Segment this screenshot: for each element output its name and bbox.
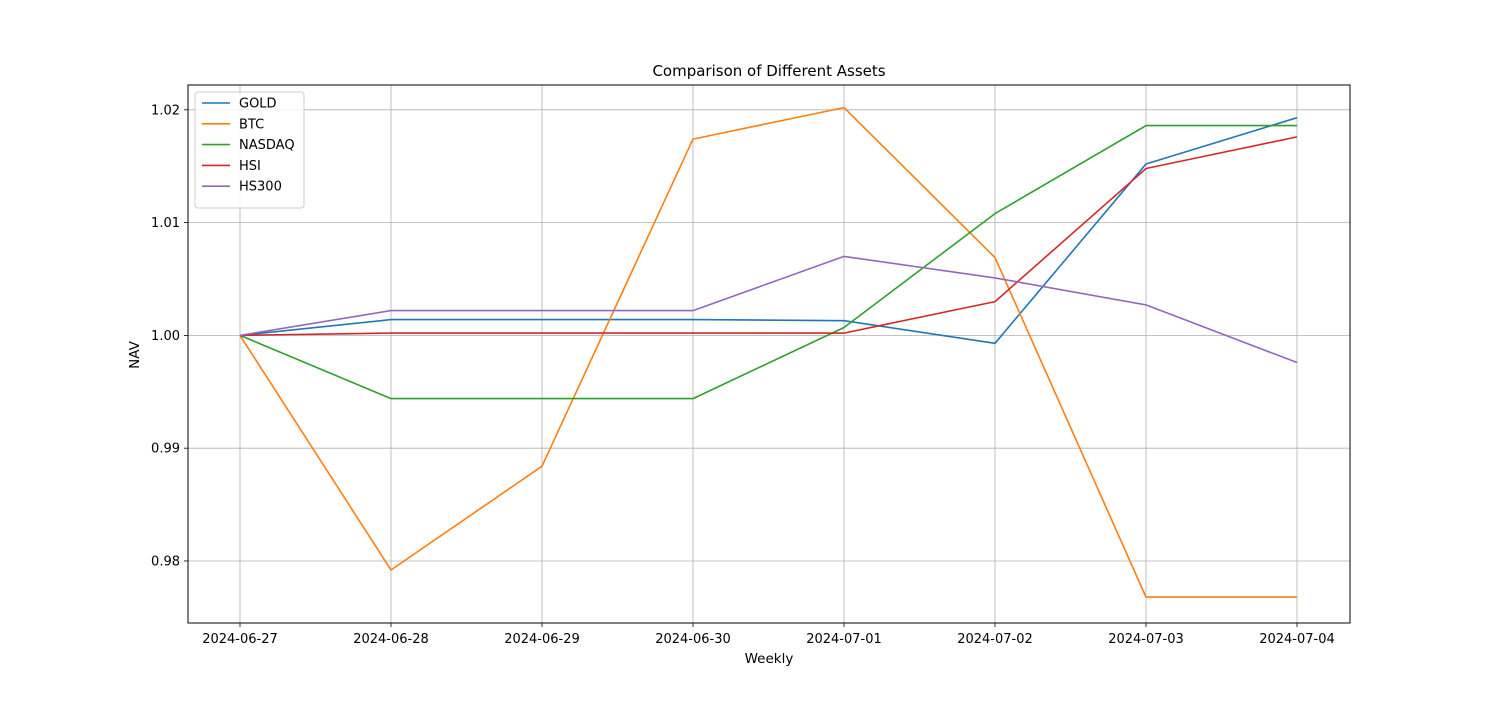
x-tick-label: 2024-06-30: [655, 632, 731, 647]
x-tick-label: 2024-06-27: [202, 632, 278, 647]
y-axis-label: NAV: [127, 340, 143, 368]
series-line-hsi: [239, 136, 1298, 337]
series-line-btc: [239, 106, 1297, 598]
y-tick-label: 0.99: [151, 442, 180, 457]
x-tick-label: 2024-06-28: [353, 632, 429, 647]
grid-lines: [188, 85, 1350, 623]
y-tick-label: 1.02: [151, 103, 180, 118]
legend-label-btc: BTC: [239, 117, 264, 132]
x-tick-label: 2024-07-03: [1108, 632, 1184, 647]
series-line-gold: [239, 116, 1298, 345]
legend-label-gold: GOLD: [239, 97, 277, 112]
x-tick-label: 2024-06-29: [504, 632, 580, 647]
chart-title: Comparison of Different Assets: [652, 62, 885, 80]
legend-label-hsi: HSI: [239, 159, 261, 174]
axis-ticks: 2024-06-27 2024-06-28 2024-06-29 2024-06-30…: [151, 103, 1335, 647]
legend: GOLD BTC NASDAQ HSI HS300: [194, 91, 305, 209]
y-tick-label: 0.98: [151, 554, 180, 569]
legend-label-nasdaq: NASDAQ: [239, 138, 295, 153]
y-tick-label: 1.01: [151, 216, 180, 231]
legend-box: [194, 91, 305, 209]
x-axis-label: Weekly: [745, 651, 794, 667]
series-line-nasdaq: [239, 124, 1297, 400]
series-lines: [239, 106, 1298, 598]
series-line-hs300: [239, 255, 1298, 364]
plot-area-frame: [187, 84, 1351, 624]
legend-label-hs300: HS300: [239, 180, 282, 195]
y-tick-label: 1.00: [151, 329, 180, 344]
x-tick-label: 2024-07-02: [957, 632, 1033, 647]
x-tick-label: 2024-07-01: [806, 632, 882, 647]
x-tick-label: 2024-07-04: [1259, 632, 1335, 647]
